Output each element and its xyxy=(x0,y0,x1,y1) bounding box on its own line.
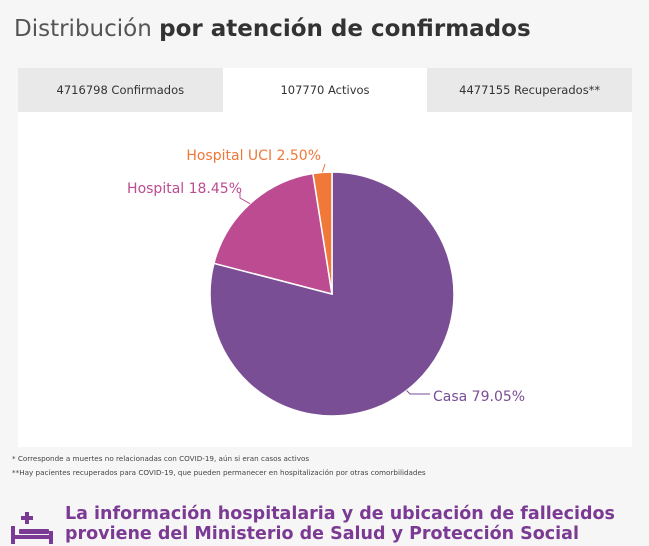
pie-slice-label: Hospital UCI 2.50% xyxy=(186,148,321,164)
footnote-2: **Hay pacientes recuperados para COVID-1… xyxy=(12,468,426,477)
title-light: Distribución xyxy=(14,16,152,42)
tab-confirmados[interactable]: 4716798 Confirmados xyxy=(56,83,185,97)
source-note: La información hospitalaria y de ubicaci… xyxy=(10,504,645,546)
hospital-bed-icon xyxy=(11,512,53,544)
footnote-1: * Corresponde a muertes no relacionadas … xyxy=(12,454,310,463)
pie-slice-label: Hospital 18.45% xyxy=(127,181,242,197)
tab-recuperados[interactable]: 4477155 Recuperados** xyxy=(459,83,601,97)
source-line-1: La información hospitalaria y de ubicaci… xyxy=(65,504,615,524)
pie-slice[interactable] xyxy=(213,172,333,296)
pie-slice-label: Casa 79.05% xyxy=(433,389,525,405)
pie-leader-line xyxy=(321,163,326,173)
pie-leader-line xyxy=(406,390,430,395)
pie-chart: Casa 79.05% Hospital 18.45% Hospital UCI 2… xyxy=(127,148,525,417)
chart-title: Distribución por atención de confirmados xyxy=(14,16,531,42)
case-tabs: 4716798 Confirmados 107770 Activos 44771… xyxy=(18,68,632,112)
tab-activos[interactable]: 107770 Activos xyxy=(222,68,428,112)
title-bold: por atención de confirmados xyxy=(159,16,531,42)
source-line-2: proviene del Ministerio de Salud y Prote… xyxy=(65,524,579,544)
footnotes: * Corresponde a muertes no relacionadas … xyxy=(12,452,642,480)
source-text: La información hospitalaria y de ubicaci… xyxy=(65,504,615,544)
pie-leader-line xyxy=(239,192,251,205)
